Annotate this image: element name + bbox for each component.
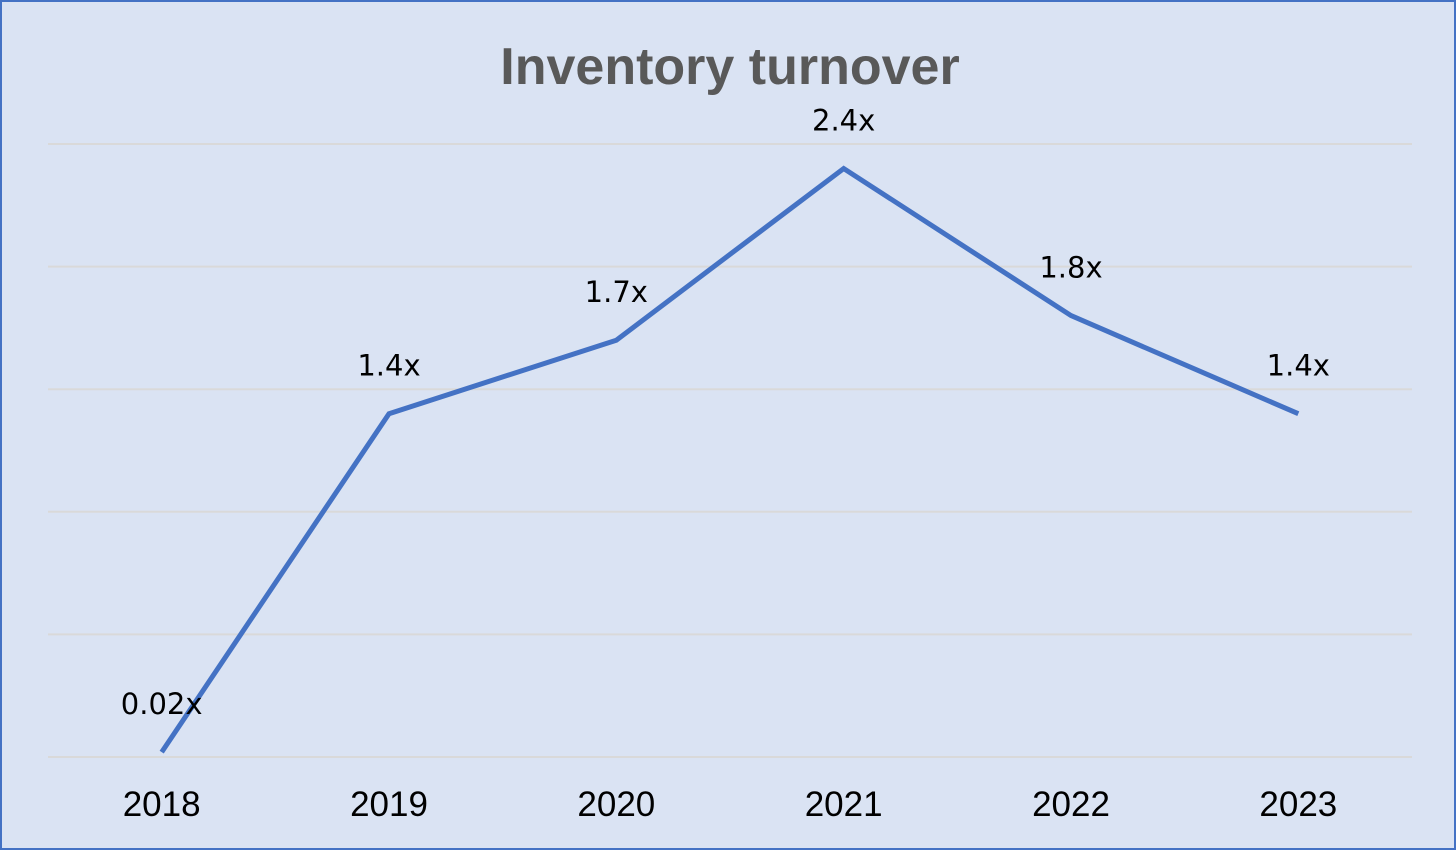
data-label: 1.7x: [585, 275, 648, 309]
x-tick-label: 2020: [577, 785, 655, 824]
series-layer: [159, 165, 1300, 754]
x-tick-label: 2023: [1259, 785, 1337, 824]
x-tick-label: 2021: [805, 785, 883, 824]
series-line: [159, 165, 1300, 754]
x-tick-label: 2018: [123, 785, 201, 824]
x-axis-ticks: 2018 2019 2020 2021 2022 2023: [123, 785, 1338, 824]
gridlines: [48, 143, 1412, 758]
data-labels: 0.02x 1.4x 1.7x 2.4x 1.8x 1.4x: [121, 104, 1330, 722]
x-tick-label: 2022: [1032, 785, 1110, 824]
data-label: 1.4x: [357, 349, 420, 383]
x-tick-label: 2019: [350, 785, 428, 824]
data-label: 1.4x: [1267, 349, 1330, 383]
data-label: 0.02x: [121, 687, 203, 721]
data-label: 1.8x: [1039, 251, 1102, 285]
data-label: 2.4x: [812, 104, 875, 138]
chart-title: Inventory turnover: [500, 38, 959, 96]
